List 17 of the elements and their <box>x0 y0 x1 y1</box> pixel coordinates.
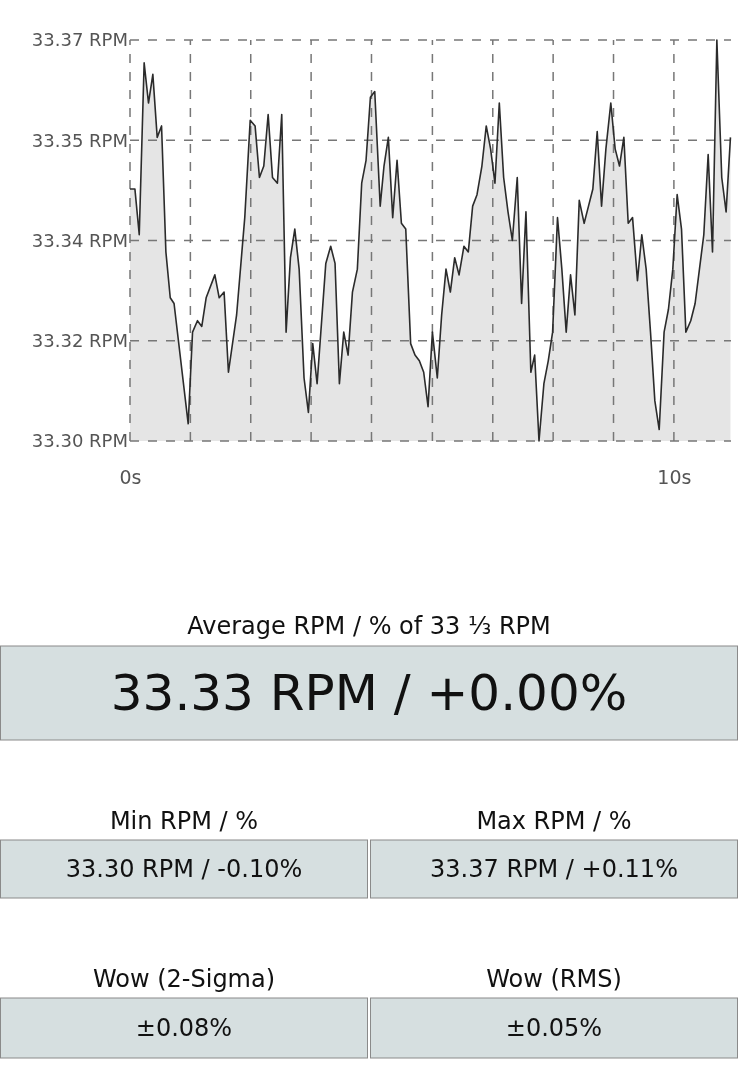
x-tick-label: 0s <box>119 466 142 489</box>
text: ±0.08% <box>135 1014 233 1042</box>
text: 33.37 RPM / +0.11% <box>430 855 678 883</box>
y-tick-label: 33.35 RPM <box>31 129 128 151</box>
y-tick-label: 33.37 RPM <box>31 29 128 51</box>
text: 33.30 RPM / -0.10% <box>65 855 303 883</box>
text: Wow (RMS) <box>486 965 622 993</box>
text: Average RPM / % of 33 ⅓ RPM <box>187 612 551 640</box>
text: Min RPM / % <box>109 807 259 835</box>
text: ±0.05% <box>505 1014 603 1042</box>
x-tick-label: 10s <box>657 466 692 489</box>
text: 33.33 RPM / +0.00% <box>110 664 628 722</box>
y-tick-label: 33.34 RPM <box>31 229 128 251</box>
text: Wow (2-Sigma) <box>92 965 276 993</box>
y-tick-label: 33.32 RPM <box>31 330 128 352</box>
text: Max RPM / % <box>476 807 632 835</box>
y-tick-label: 33.30 RPM <box>31 430 128 452</box>
